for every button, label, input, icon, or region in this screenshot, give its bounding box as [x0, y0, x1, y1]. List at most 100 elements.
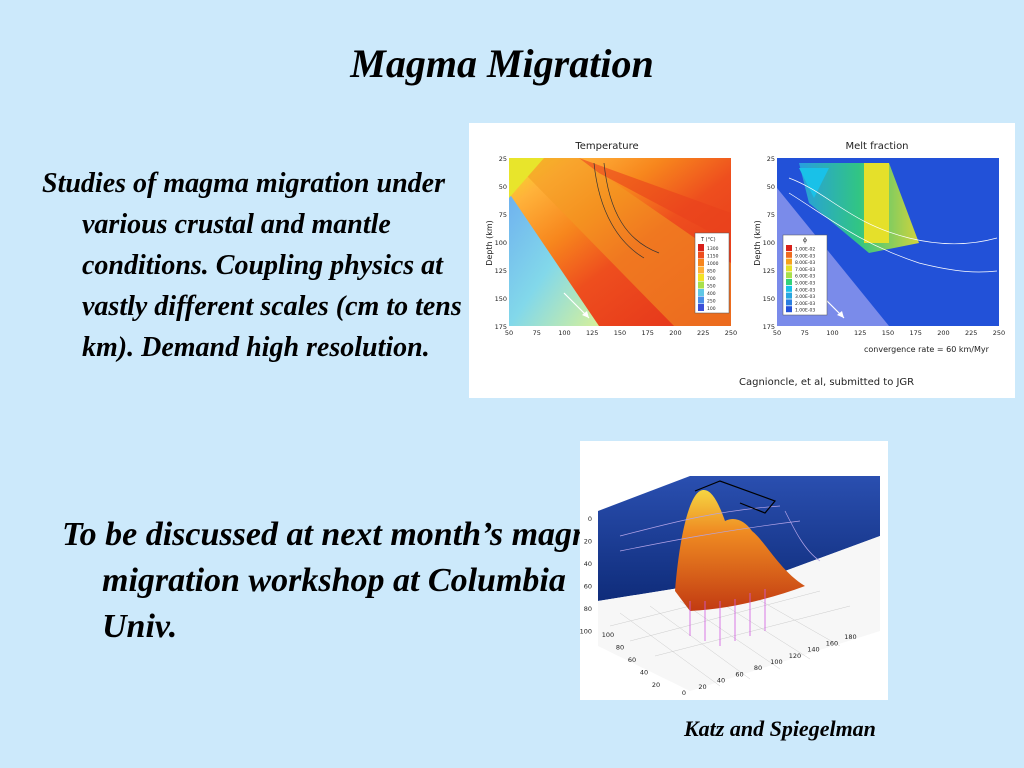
melt-legend-label: 1.00E-03 [795, 308, 815, 314]
melt-legend-swatch [786, 285, 792, 292]
melt-ylabel: Depth (km) [753, 220, 762, 266]
melt-legend-swatch [786, 251, 792, 258]
x-tick-label: 0 [682, 689, 686, 697]
temp-legend-label: 700 [707, 276, 716, 282]
temp-legend-label: 1300 [707, 246, 719, 252]
x-tick-label: 125 [586, 329, 598, 337]
melt-legend-swatch [786, 265, 792, 272]
melt-legend-label: 2.00E-03 [795, 301, 815, 307]
melt-legend-swatch [786, 272, 792, 279]
temp-legend-swatch [698, 251, 704, 259]
x-tick-label: 150 [882, 329, 894, 337]
temp-legend-label: 850 [707, 269, 716, 275]
y-tick-label: 100 [763, 239, 775, 247]
temp-legend-label: 1150 [707, 254, 719, 260]
melt-legend-swatch [786, 279, 792, 285]
melt-legend-swatch [786, 306, 792, 313]
z-tick-label: 0 [588, 515, 592, 523]
y-tick-label: 40 [640, 669, 648, 677]
x-tick-label: 40 [717, 677, 725, 685]
katz-3d-figure: 0 20 40 60 80 100 0 20 40 60 80 100 120 140 160 180 20… [580, 441, 888, 700]
x-tick-label: 20 [698, 683, 706, 691]
temp-legend-label: 250 [707, 299, 716, 305]
y-tick-label: 60 [628, 656, 636, 664]
x-tick-label: 175 [642, 329, 654, 337]
y-tick-label: 75 [767, 211, 775, 219]
temp-legend-swatch [698, 274, 704, 281]
citation-label: Cagnioncle, et al, submitted to JGR [739, 377, 914, 388]
x-tick-label: 250 [993, 329, 1005, 337]
melt-legend-swatch [786, 299, 792, 306]
temperature-melt-figure: Temperature T (°C) 1300 1150 1000 850 700 550… [469, 123, 1015, 398]
melt-legend-label: 8.00E-03 [795, 260, 815, 266]
x-tick-label: 75 [801, 329, 809, 337]
figure-credit: Katz and Spiegelman [684, 716, 876, 741]
y-tick-label: 20 [652, 681, 660, 689]
y-tick-label: 80 [616, 644, 624, 652]
temp-legend-label: 550 [707, 284, 716, 290]
melt-legend-label: 5.00E-03 [795, 281, 815, 287]
melt-legend-swatch [786, 258, 792, 265]
x-tick-label: 200 [937, 329, 949, 337]
melt-fraction-plot: ϕ 1.00E-029.00E-038.00E-037.00E-036.00E-… [777, 158, 999, 326]
melt-legend-label: 6.00E-03 [795, 274, 815, 280]
y-tick-label: 25 [499, 155, 507, 163]
melt-legend-title: ϕ [803, 237, 807, 244]
temp-legend-label: 400 [707, 291, 716, 297]
y-tick-label: 25 [767, 155, 775, 163]
y-tick-label: 125 [495, 267, 507, 275]
x-tick-label: 125 [854, 329, 866, 337]
y-tick-label: 175 [763, 323, 775, 331]
temp-legend-swatch [698, 259, 704, 266]
melt-legend-label: 7.00E-03 [795, 267, 815, 273]
x-tick-label: 100 [826, 329, 838, 337]
y-tick-label: 100 [495, 239, 507, 247]
temperature-panel-title: Temperature [574, 141, 638, 152]
melt-legend-label: 4.00E-03 [795, 287, 815, 293]
y-tick-label: 75 [499, 211, 507, 219]
temp-legend-label: 1000 [707, 261, 719, 267]
melt-legend-swatch [786, 292, 792, 299]
z-tick-label: 60 [584, 583, 592, 591]
y-tick-label: 100 [602, 631, 614, 639]
melt-legend-label: 9.00E-03 [795, 253, 815, 259]
x-tick-label: 60 [735, 670, 743, 678]
z-tick-label: 40 [584, 560, 592, 568]
z-tick-label: 100 [580, 628, 592, 636]
x-tick-label: 225 [697, 329, 709, 337]
x-tick-label: 250 [725, 329, 737, 337]
melt-legend-label: 3.00E-03 [795, 294, 815, 300]
x-tick-label: 225 [965, 329, 977, 337]
temp-legend-swatch [698, 304, 704, 311]
x-tick-label: 150 [614, 329, 626, 337]
x-tick-label: 80 [754, 664, 762, 672]
y-tick-label: 150 [495, 295, 507, 303]
x-tick-label: 50 [773, 329, 781, 337]
x-tick-label: 200 [669, 329, 681, 337]
melt-legend-swatch [786, 245, 792, 251]
x-tick-label: 50 [505, 329, 513, 337]
x-tick-label: 180 [844, 633, 856, 641]
temp-legend-label: 100 [707, 306, 716, 312]
x-tick-label: 100 [558, 329, 570, 337]
bullet-workshop: To be discussed at next month’s magma mi… [62, 516, 616, 645]
temp-legend-title: T (°C) [700, 237, 716, 243]
temp-legend-swatch [698, 244, 704, 251]
temp-legend-swatch [698, 266, 704, 274]
temp-legend-swatch [698, 281, 704, 289]
bullet-studies: Studies of magma migration under various… [42, 168, 493, 363]
convergence-rate-label: convergence rate = 60 km/Myr [864, 345, 990, 354]
x-tick-label: 120 [789, 652, 801, 660]
temp-legend-swatch [698, 289, 704, 296]
x-tick-label: 140 [807, 646, 819, 654]
melt-legend-label: 1.00E-02 [795, 247, 815, 253]
3d-surface-plot [598, 476, 880, 691]
temp-legend-swatch [698, 296, 704, 304]
temperature-ylabel: Depth (km) [485, 220, 494, 266]
y-tick-label: 150 [763, 295, 775, 303]
x-tick-label: 175 [910, 329, 922, 337]
y-tick-label: 50 [499, 183, 507, 191]
y-tick-label: 50 [767, 183, 775, 191]
z-tick-label: 80 [584, 605, 592, 613]
